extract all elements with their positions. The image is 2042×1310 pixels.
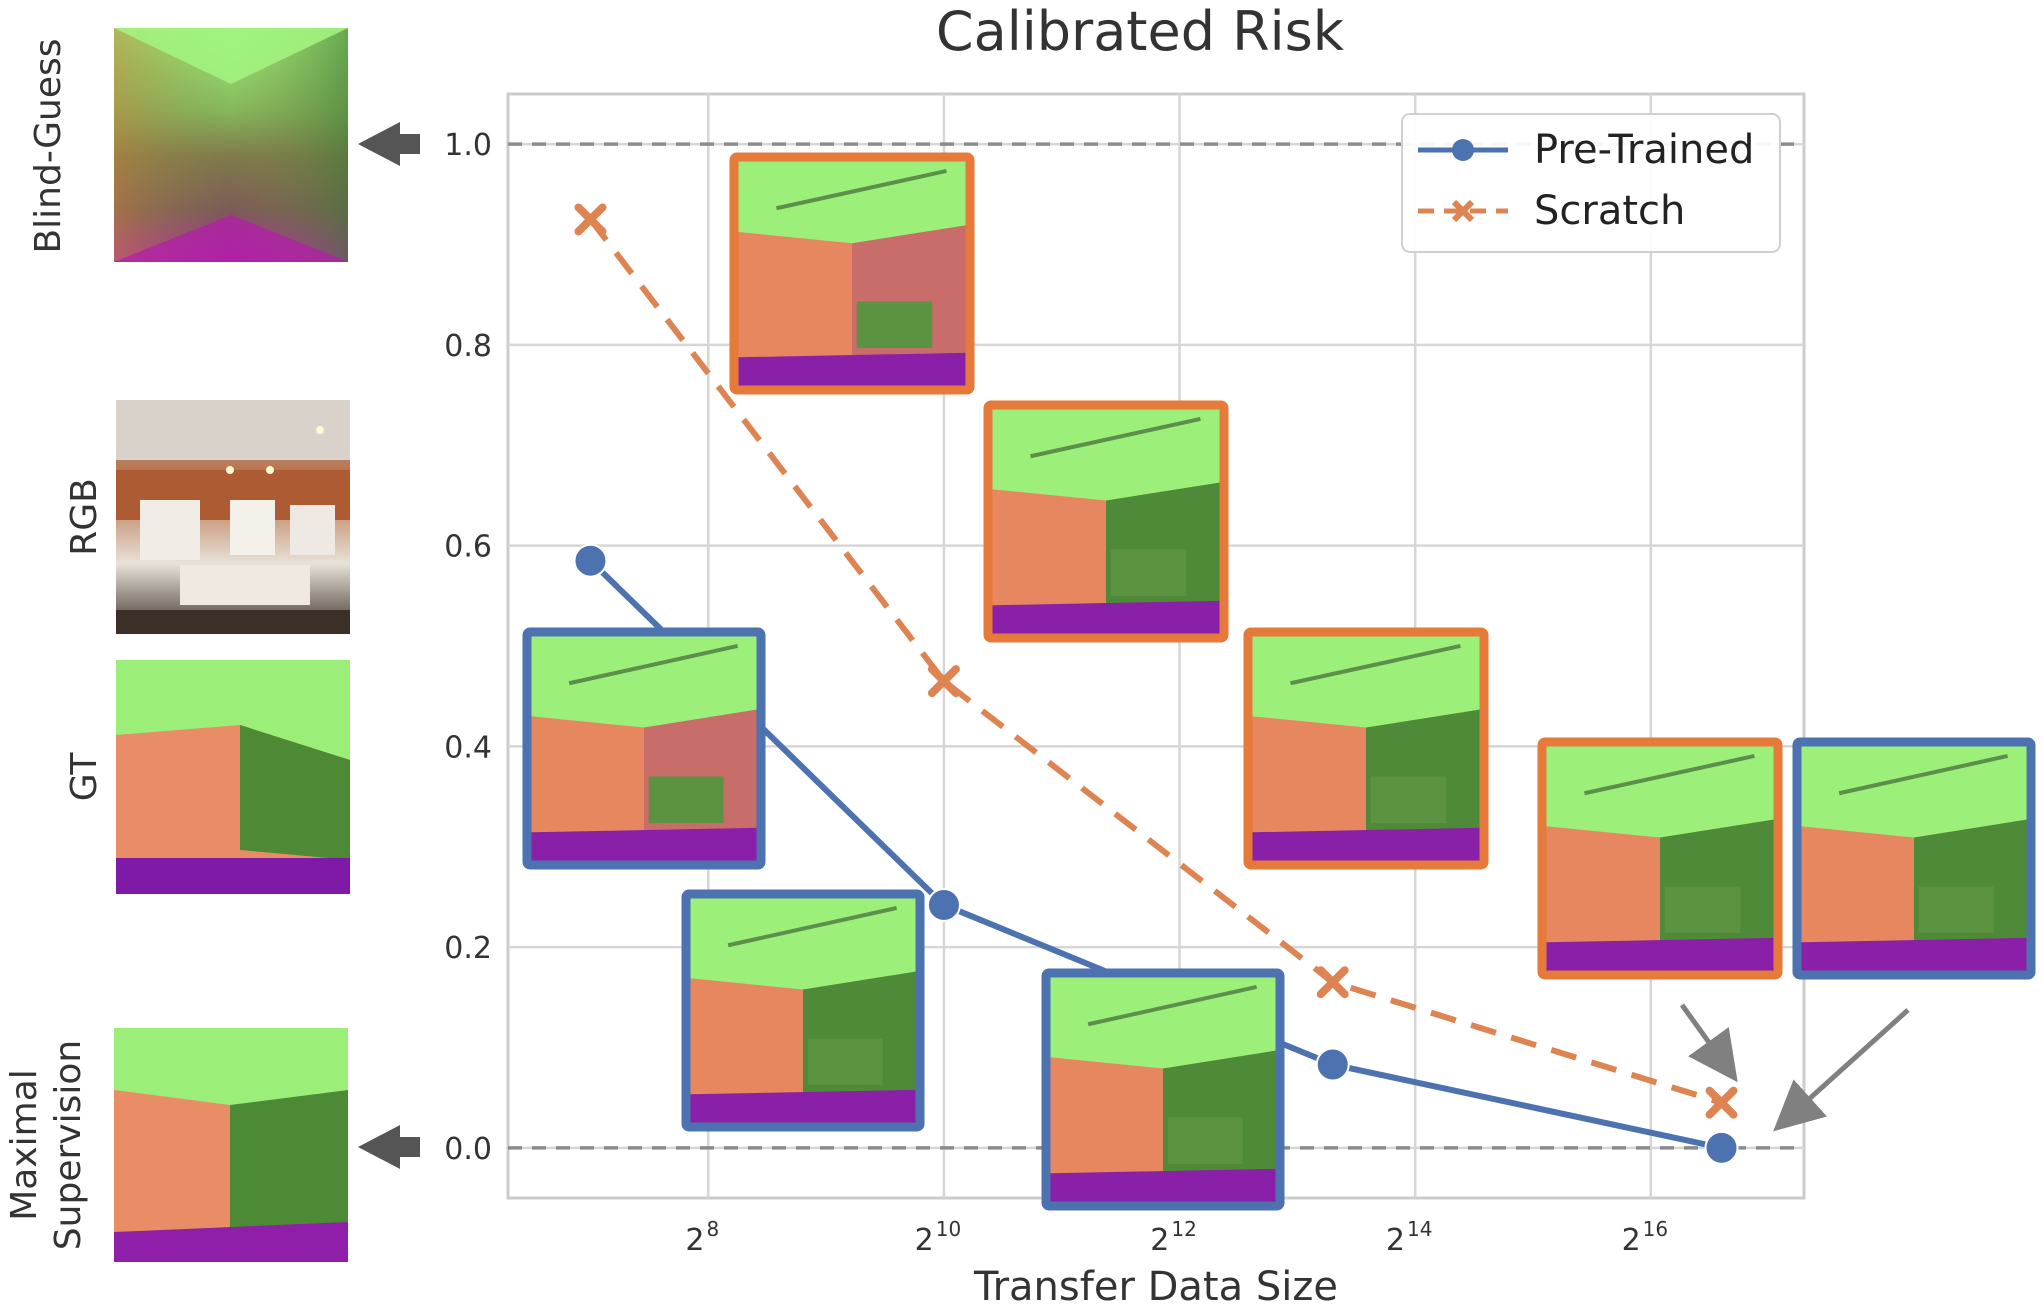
point-scratch (1316, 966, 1349, 999)
point-pre-trained (1704, 1130, 1739, 1165)
x-tick-exponent: 10 (936, 1217, 961, 1241)
label-gt: GT (64, 752, 105, 802)
point-scratch (1705, 1086, 1738, 1119)
x-tick-label: 2 10 (915, 1217, 962, 1258)
point-scratch (574, 203, 607, 236)
prediction-thumbnail (1041, 968, 1285, 1211)
x-axis-label: Transfer Data Size (973, 1264, 1338, 1310)
point-scratch (927, 665, 960, 698)
label-rgb: RGB (64, 478, 105, 556)
prediction-thumbnails (522, 152, 2036, 1211)
blind-guess-arrow-icon (358, 122, 420, 166)
chart-title: Calibrated Risk (936, 0, 1345, 63)
point-pre-trained (1315, 1047, 1350, 1082)
gt-image (116, 660, 350, 894)
y-tick-label: 0.4 (444, 730, 492, 765)
prediction-thumbnail (522, 627, 766, 870)
legend-label-scratch: Scratch (1534, 188, 1685, 234)
y-tick-label: 0.2 (444, 931, 492, 966)
arrow-to-pretrained-final (1773, 1008, 1910, 1132)
y-tick-label: 1.0 (444, 128, 492, 163)
legend-marker-pretrained (1452, 139, 1474, 161)
label-supervision: Supervision (48, 1040, 89, 1250)
label-maximal: Maximal (4, 1069, 45, 1221)
x-tick-label: 2 14 (1386, 1217, 1433, 1258)
prediction-thumbnail (729, 152, 975, 395)
prediction-thumbnail (681, 889, 925, 1132)
point-pre-trained (573, 543, 608, 578)
maximal-supervision-arrow-icon (358, 1125, 420, 1169)
legend-marker-scratch (1451, 199, 1475, 223)
maximal-supervision-image (114, 1028, 348, 1262)
legend-label-pretrained: Pre-Trained (1534, 127, 1754, 173)
y-tick-label: 0.0 (444, 1132, 492, 1167)
y-tick-label: 0.8 (444, 329, 492, 364)
legend: Pre-Trained Scratch (1401, 113, 1781, 253)
prediction-thumbnail (1792, 737, 2036, 980)
blind-guess-image (114, 28, 348, 262)
prediction-thumbnail (1537, 737, 1783, 980)
series-line-scratch (588, 217, 1723, 1106)
prediction-thumbnail (1243, 627, 1489, 870)
x-tick-exponent: 16 (1643, 1217, 1668, 1241)
x-axis-ticks: 2 8 2 10 2 12 2 14 2 16 (685, 1217, 1668, 1258)
x-tick-exponent: 8 (706, 1217, 719, 1241)
prediction-thumbnail (983, 400, 1229, 643)
x-tick-exponent: 12 (1171, 1217, 1196, 1241)
rgb-image (116, 400, 350, 634)
arrow-to-scratch-final (1679, 1003, 1738, 1083)
point-pre-trained (926, 887, 961, 922)
x-tick-exponent: 14 (1407, 1217, 1432, 1241)
x-tick-label: 2 16 (1622, 1217, 1669, 1258)
x-tick-label: 2 12 (1150, 1217, 1197, 1258)
y-tick-label: 0.6 (444, 530, 492, 565)
y-axis-ticks: 0.0 0.2 0.4 0.6 0.8 1.0 (444, 128, 492, 1167)
label-blind-guess: Blind-Guess (28, 38, 69, 253)
